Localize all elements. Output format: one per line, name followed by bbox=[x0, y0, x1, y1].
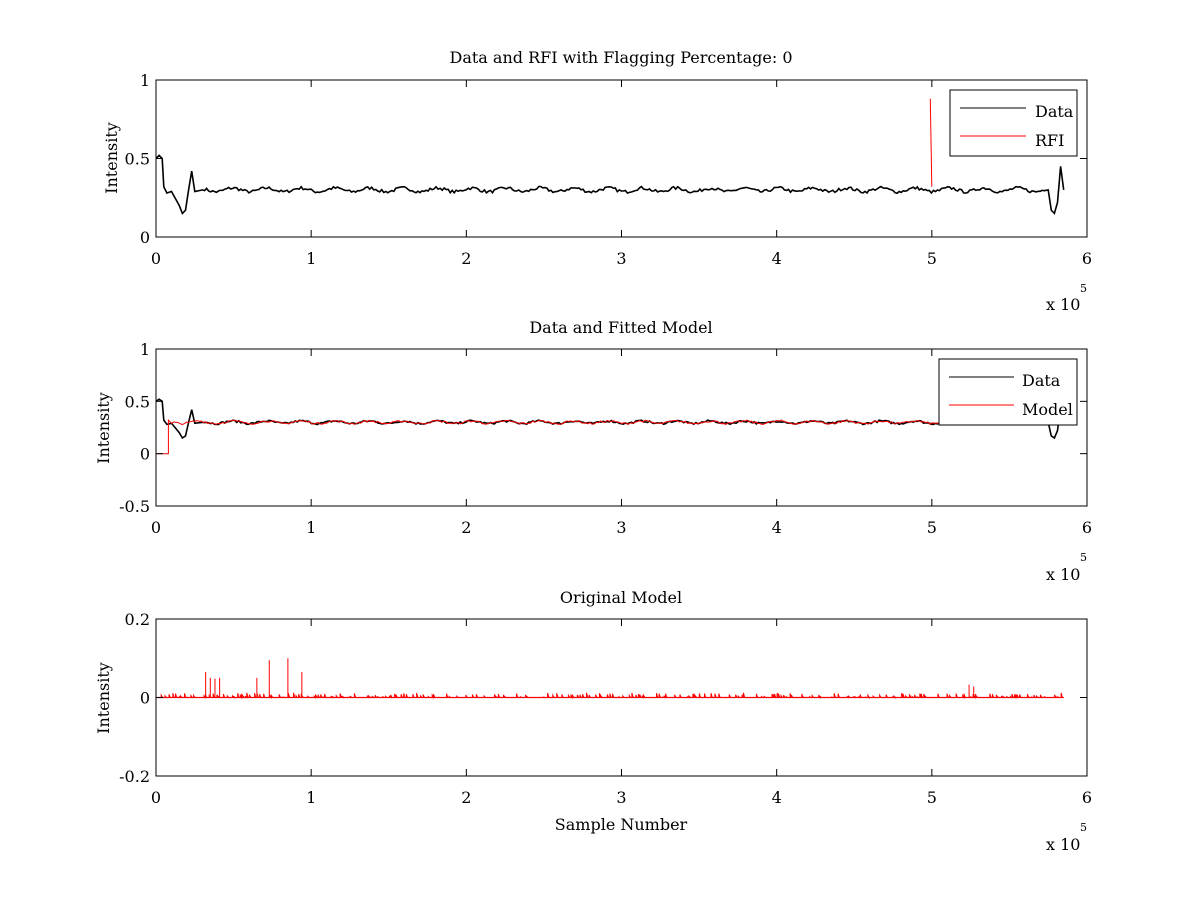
y-tick-label: -0.2 bbox=[119, 767, 150, 786]
x-tick-label: 6 bbox=[1082, 788, 1092, 807]
x-tick-label: 1 bbox=[306, 249, 316, 268]
x-tick-label: 6 bbox=[1082, 249, 1092, 268]
series-line-data bbox=[155, 154, 1065, 215]
subplot-2-axes bbox=[155, 348, 1088, 507]
x-tick-label: 4 bbox=[772, 249, 782, 268]
x-tick-label: 3 bbox=[616, 518, 626, 537]
x-tick-label: 1 bbox=[306, 518, 316, 537]
subplot-2: Data and Fitted Model 0 1 2 3 4 5 6-0.500.51 I… bbox=[94, 318, 1092, 584]
subplot-1-ylabel: Intensity bbox=[102, 122, 121, 194]
x-tick-label: 0 bbox=[151, 788, 161, 807]
subplot-2-plot bbox=[155, 398, 1065, 455]
subplot-2-legend: Data Model bbox=[938, 358, 1078, 426]
subplot-1-xmult-base: x 10 bbox=[1046, 295, 1080, 314]
subplot-1-legend-label-rfi: RFI bbox=[1035, 131, 1064, 150]
subplot-1-legend-label-data: Data bbox=[1035, 102, 1074, 121]
y-tick-label: 0 bbox=[140, 228, 150, 247]
y-tick-label: 0.5 bbox=[125, 392, 150, 411]
x-tick-label: 5 bbox=[927, 249, 937, 268]
x-tick-label: 6 bbox=[1082, 518, 1092, 537]
x-tick-label: 1 bbox=[306, 788, 316, 807]
subplot-2-ylabel: Intensity bbox=[94, 392, 113, 464]
subplot-2-legend-label-model: Model bbox=[1022, 400, 1073, 419]
x-tick-label: 0 bbox=[151, 518, 161, 537]
x-tick-label: 5 bbox=[927, 518, 937, 537]
subplot-1: Data and RFI with Flagging Percentage: 0… bbox=[102, 48, 1092, 314]
subplot-3-xmult-exp: 5 bbox=[1080, 821, 1087, 834]
subplot-3-xlabel: Sample Number bbox=[555, 815, 688, 834]
subplot-2-xmult-exp: 5 bbox=[1080, 551, 1087, 564]
subplot-2-title: Data and Fitted Model bbox=[529, 318, 712, 337]
x-tick-label: 0 bbox=[151, 249, 161, 268]
x-tick-label: 2 bbox=[461, 249, 471, 268]
subplot-3: Original Model 0 1 2 3 4 5 6-0.200.2 Intensity… bbox=[94, 588, 1092, 854]
subplot-1-xmult-exp: 5 bbox=[1080, 282, 1087, 295]
x-tick-label: 4 bbox=[772, 788, 782, 807]
x-tick-label: 3 bbox=[616, 788, 626, 807]
series-line-rfi bbox=[929, 98, 933, 187]
subplot-2-legend-box bbox=[938, 358, 1078, 426]
subplot-3-xmult-base: x 10 bbox=[1046, 835, 1080, 854]
subplot-1-legend: Data RFI bbox=[949, 89, 1078, 157]
y-tick-label: 0 bbox=[140, 689, 150, 708]
y-tick-label: 0.5 bbox=[125, 150, 150, 169]
x-tick-label: 5 bbox=[927, 788, 937, 807]
subplot-1-legend-box bbox=[949, 89, 1078, 157]
x-tick-label: 2 bbox=[461, 518, 471, 537]
subplot-2-ticks: 0 1 2 3 4 5 6-0.500.51 bbox=[119, 340, 1092, 537]
subplot-3-plot bbox=[156, 658, 1064, 700]
subplot-1-plot bbox=[155, 98, 1065, 215]
subplot-3-ticks: 0 1 2 3 4 5 6-0.200.2 bbox=[119, 610, 1092, 807]
subplot-1-axes bbox=[155, 79, 1088, 238]
subplot-2-xmult-base: x 10 bbox=[1046, 565, 1080, 584]
y-tick-label: 1 bbox=[140, 71, 150, 90]
y-tick-label: 0 bbox=[140, 445, 150, 464]
y-tick-label: 0.2 bbox=[125, 610, 150, 629]
x-tick-label: 2 bbox=[461, 788, 471, 807]
subplot-1-title: Data and RFI with Flagging Percentage: 0 bbox=[449, 48, 792, 67]
y-tick-label: 1 bbox=[140, 340, 150, 359]
subplot-1-ticks: 0 1 2 3 4 5 6 0 0.5 1 bbox=[125, 71, 1093, 268]
subplot-3-title: Original Model bbox=[560, 588, 682, 607]
subplot-2-legend-label-data: Data bbox=[1022, 371, 1061, 390]
series-line-model bbox=[156, 418, 1064, 455]
x-tick-label: 3 bbox=[616, 249, 626, 268]
y-tick-label: -0.5 bbox=[119, 497, 150, 516]
subplot-3-ylabel: Intensity bbox=[94, 662, 113, 734]
x-tick-label: 4 bbox=[772, 518, 782, 537]
